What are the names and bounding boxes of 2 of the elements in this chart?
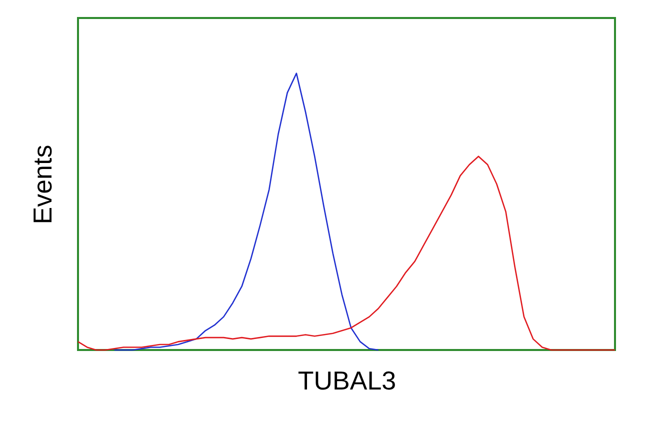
x-axis-title: TUBAL3 bbox=[298, 366, 396, 396]
y-axis-title: Events bbox=[28, 144, 58, 224]
